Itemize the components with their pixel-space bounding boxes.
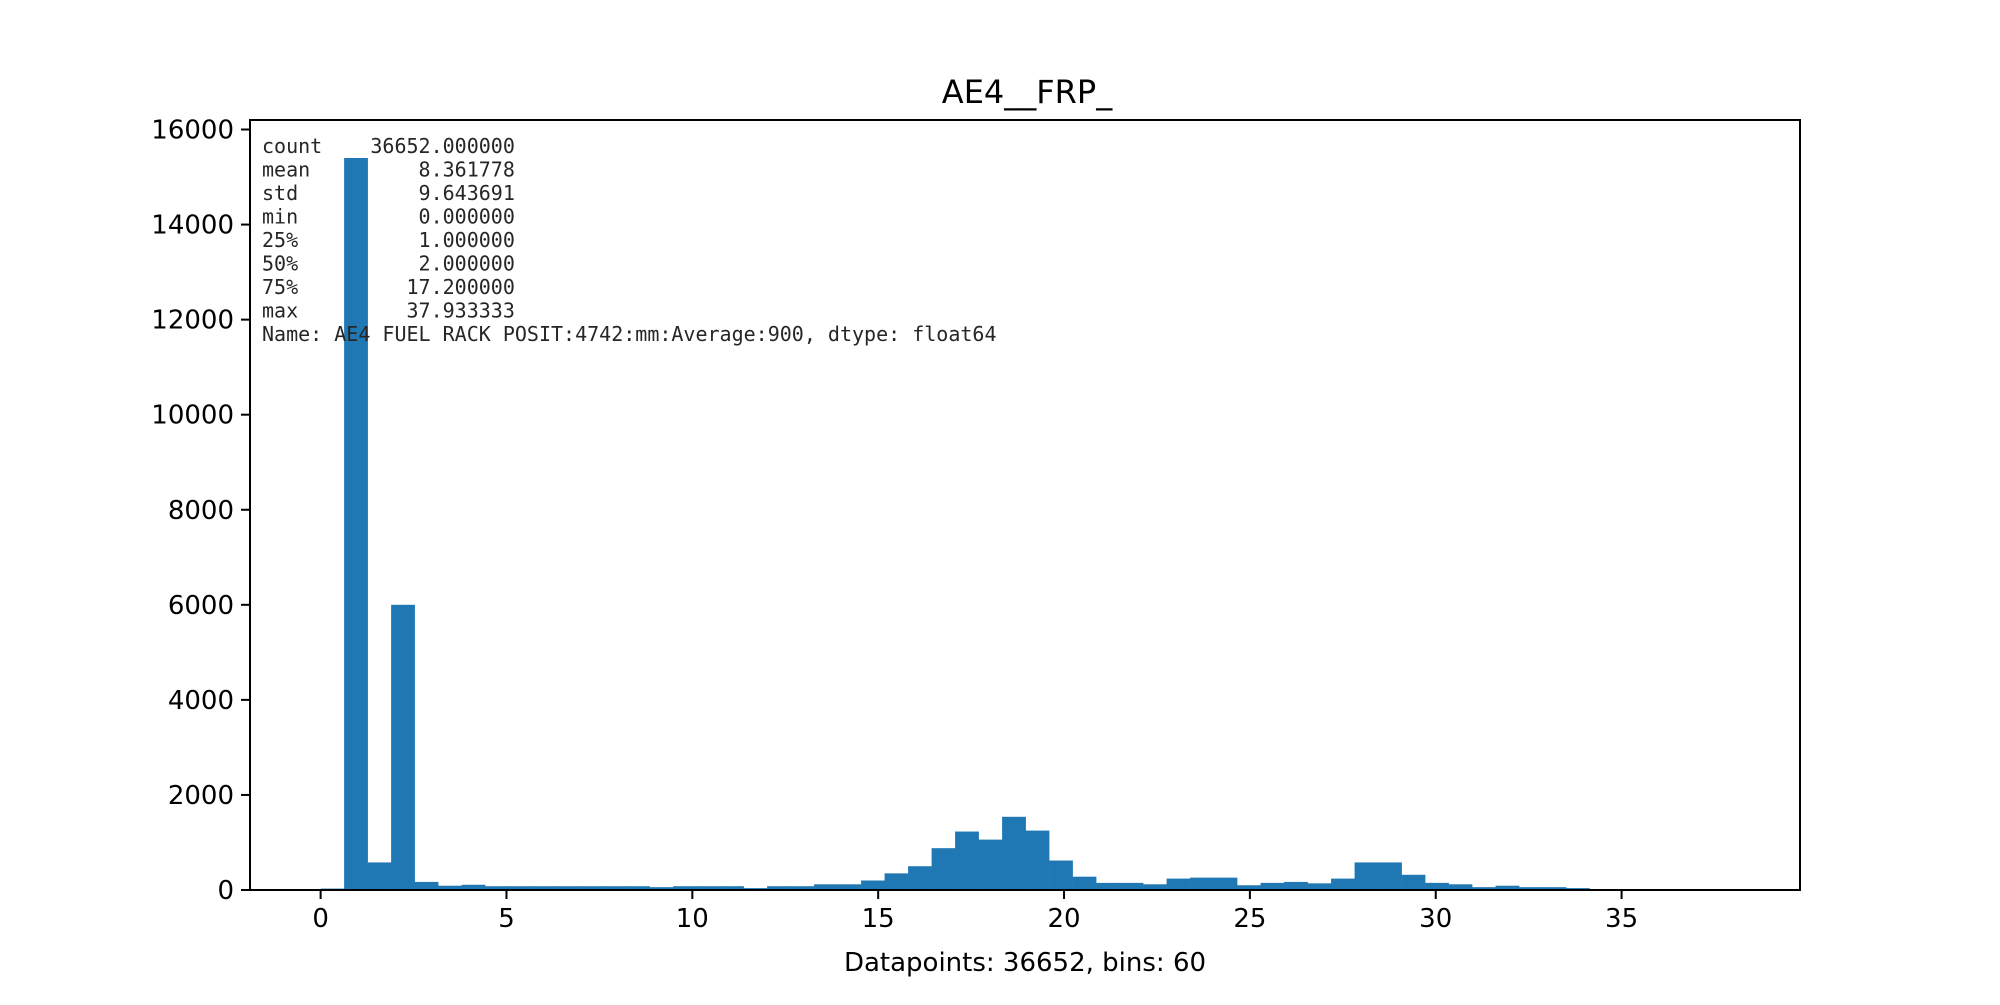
chart-title: AE4__FRP_ xyxy=(942,73,1113,111)
x-tick-label: 20 xyxy=(1047,904,1080,934)
y-tick-label: 6000 xyxy=(168,591,234,621)
stats-line: count 36652.000000 xyxy=(262,134,515,158)
x-tick-label: 10 xyxy=(676,904,709,934)
histogram-bar xyxy=(1167,879,1191,890)
histogram-bar xyxy=(391,605,415,890)
histogram-bar xyxy=(1284,882,1308,890)
bars-group xyxy=(321,158,1731,890)
histogram-bar xyxy=(1073,877,1097,890)
y-tick-label: 0 xyxy=(217,876,234,906)
stats-line: 25% 1.000000 xyxy=(262,228,515,252)
histogram-bar xyxy=(1096,883,1120,890)
histogram-bar xyxy=(1425,883,1449,890)
histogram-bar xyxy=(1026,831,1050,890)
x-tick-label: 25 xyxy=(1233,904,1266,934)
histogram-bar xyxy=(908,866,932,890)
x-axis-label: Datapoints: 36652, bins: 60 xyxy=(844,948,1206,978)
histogram-bar xyxy=(979,840,1003,890)
histogram-bar xyxy=(955,832,979,890)
stats-line: std 9.643691 xyxy=(262,181,515,205)
stats-line: 75% 17.200000 xyxy=(262,275,515,299)
x-tick-label: 35 xyxy=(1605,904,1638,934)
y-axis: 0 2000 4000 6000 8000 10000 12000 14000 16000 xyxy=(151,116,250,906)
stats-line: Name: AE4 FUEL RACK POSIT:4742:mm:Averag… xyxy=(262,322,997,346)
histogram-bar xyxy=(932,848,956,890)
histogram-bar xyxy=(1214,878,1238,890)
histogram-bar xyxy=(1402,875,1426,890)
y-tick-label: 12000 xyxy=(151,306,234,336)
stats-line: mean 8.361778 xyxy=(262,158,515,182)
histogram-bar xyxy=(1120,883,1144,890)
x-axis: 0 5 10 15 20 25 30 35 xyxy=(312,890,1638,934)
histogram-bar xyxy=(885,873,909,890)
histogram-bar xyxy=(1190,878,1214,890)
y-tick-label: 8000 xyxy=(168,496,234,526)
x-tick-label: 15 xyxy=(862,904,895,934)
histogram-bar xyxy=(1331,879,1355,890)
histogram-bar xyxy=(1261,883,1285,890)
histogram-bar xyxy=(1355,862,1379,890)
stats-line: 50% 2.000000 xyxy=(262,252,515,276)
x-tick-label: 5 xyxy=(498,904,515,934)
stats-line: max 37.933333 xyxy=(262,299,515,323)
histogram-bar xyxy=(1049,861,1073,890)
y-tick-label: 4000 xyxy=(168,686,234,716)
y-tick-label: 10000 xyxy=(151,401,234,431)
histogram-bar xyxy=(1378,862,1402,890)
y-tick-label: 2000 xyxy=(168,781,234,811)
x-tick-label: 0 xyxy=(312,904,329,934)
y-tick-label: 14000 xyxy=(151,211,234,241)
histogram-bar xyxy=(1002,817,1026,890)
histogram-bar xyxy=(415,882,439,890)
y-tick-label: 16000 xyxy=(151,116,234,146)
histogram-bar xyxy=(368,862,392,890)
x-tick-label: 30 xyxy=(1419,904,1452,934)
histogram-bar xyxy=(861,880,885,890)
stats-line: min 0.000000 xyxy=(262,205,515,229)
